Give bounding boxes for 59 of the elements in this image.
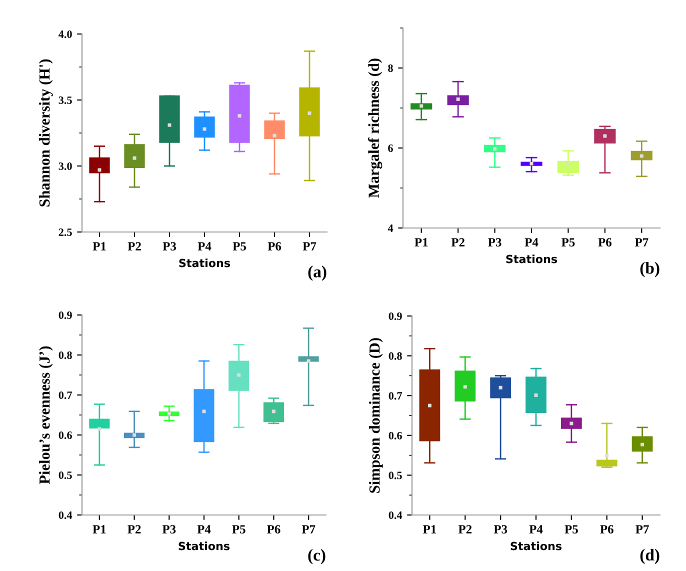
x-tick-label: P6: [600, 525, 614, 534]
y-tick-label: 6: [388, 144, 393, 152]
x-tick-label: P2: [128, 242, 141, 250]
x-tick-label: P3: [162, 525, 176, 534]
y-tick-label: 0.9: [388, 312, 402, 320]
x-tick-label: P1: [92, 242, 106, 250]
x-tick-label: P4: [197, 525, 211, 534]
x-tick-label: P1: [414, 238, 428, 246]
x-axis-title: Stations: [179, 258, 230, 268]
y-tick-label: 0.4: [388, 511, 402, 520]
x-tick-label: P6: [598, 238, 612, 247]
x-tick-label: P7: [636, 525, 649, 534]
x-tick-label: P6: [266, 525, 280, 534]
y-tick-label: 0.6: [58, 431, 72, 440]
x-tick-label: P7: [302, 242, 316, 250]
x-tick-label: P5: [232, 525, 246, 534]
x-tick-label: P5: [561, 238, 575, 247]
text: (c): [308, 549, 326, 564]
x-tick-label: P4: [198, 242, 212, 250]
y-tick-label: 0.7: [58, 391, 72, 400]
text: (d): [640, 548, 660, 564]
y-tick-label: 0.7: [388, 392, 402, 400]
x-tick-label: P2: [128, 525, 141, 534]
y-tick-label: 4.0: [58, 30, 72, 38]
x-tick-label: P3: [162, 242, 176, 251]
text: (b): [640, 262, 660, 278]
x-tick-label: P7: [302, 525, 316, 534]
x-tick-label: P3: [488, 238, 502, 247]
y-tick-label: 4: [388, 224, 394, 232]
x-tick-label: P7: [634, 238, 648, 246]
x-axis-title: Stations: [178, 542, 230, 550]
x-tick-label: P5: [564, 525, 578, 534]
x-tick-label: P1: [92, 525, 106, 534]
y-axis-title: Margalef richness (d): [368, 58, 382, 198]
text: (a): [308, 266, 326, 281]
y-tick-label: 0.5: [58, 471, 72, 480]
y-tick-label: 0.6: [388, 432, 402, 440]
y-tick-label: 2.5: [58, 228, 72, 236]
x-tick-label: P5: [232, 242, 246, 251]
x-tick-label: P3: [494, 525, 508, 534]
y-tick-label: 3.5: [58, 96, 72, 104]
y-tick-label: 8: [388, 64, 393, 72]
x-tick-label: P4: [524, 238, 538, 246]
y-axis-title: Simpson dominance (D): [368, 338, 383, 493]
y-tick-label: 0.8: [388, 352, 402, 360]
x-tick-label: P6: [268, 242, 282, 251]
y-tick-label: 3.0: [58, 162, 72, 170]
x-tick-label: P1: [422, 525, 436, 534]
y-tick-label: 0.4: [58, 511, 72, 520]
x-axis-title: Stations: [506, 254, 558, 264]
y-tick-label: 0.9: [58, 311, 72, 320]
x-tick-label: P2: [458, 525, 472, 534]
x-axis-title: Stations: [510, 542, 562, 550]
x-tick-label: P2: [451, 238, 464, 246]
y-axis-title: Pielou’s evenness (J’): [38, 346, 53, 484]
x-tick-label: P4: [529, 525, 543, 534]
y-tick-label: 0.8: [58, 351, 72, 360]
y-axis-title: Shannon diversity (H'): [38, 59, 53, 206]
y-tick-label: 0.5: [388, 472, 402, 480]
